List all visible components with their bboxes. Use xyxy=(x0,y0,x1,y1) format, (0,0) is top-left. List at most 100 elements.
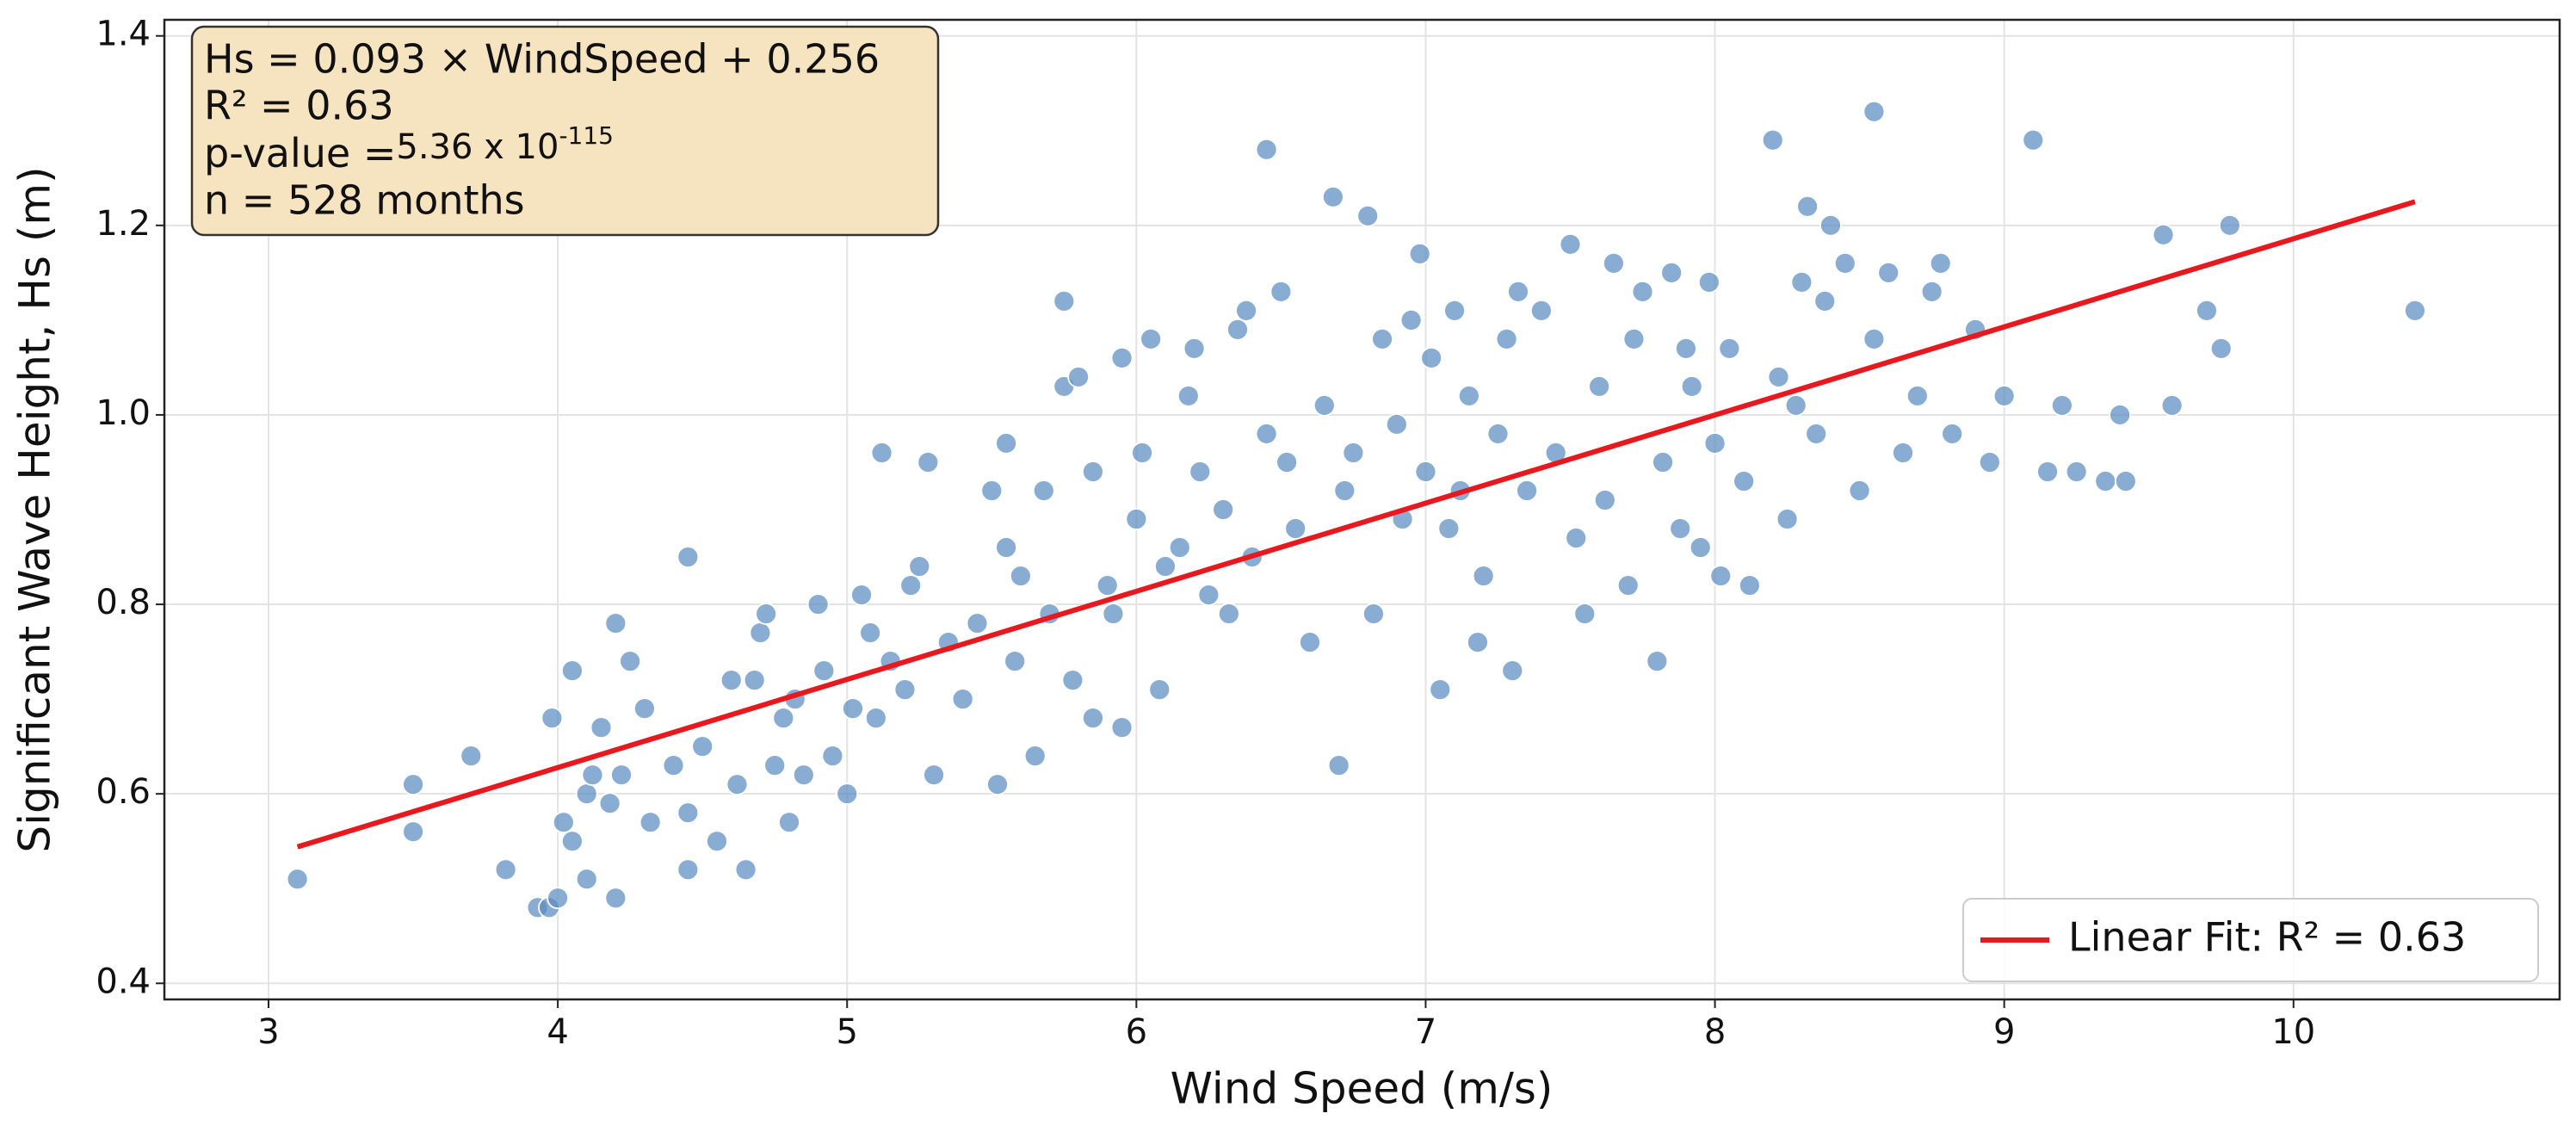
point xyxy=(2065,461,2088,483)
legend-frame xyxy=(1962,898,2539,982)
point xyxy=(1385,413,1408,436)
point xyxy=(1333,479,1356,502)
point xyxy=(1284,517,1307,540)
point xyxy=(1342,442,1365,464)
x-tick-label: 3 xyxy=(257,1012,279,1052)
annotation-line: Hs = 0.093 × WindSpeed + 0.256 xyxy=(204,36,880,83)
point xyxy=(842,697,864,721)
point xyxy=(1420,347,1443,369)
annotation-line: n = 528 months xyxy=(204,177,525,224)
point xyxy=(1217,603,1240,625)
annotation-superscript: -115 xyxy=(559,121,614,150)
point xyxy=(402,773,424,796)
point xyxy=(1516,479,1538,502)
point xyxy=(1023,745,1047,768)
point xyxy=(1689,536,1712,559)
point xyxy=(986,773,1009,796)
point xyxy=(1784,394,1807,417)
point xyxy=(1863,100,1886,123)
point xyxy=(850,584,873,606)
point xyxy=(1362,603,1385,625)
x-tick-label: 8 xyxy=(1704,1012,1726,1052)
point xyxy=(1110,347,1134,369)
point xyxy=(1675,337,1697,360)
point xyxy=(1929,251,1952,275)
point xyxy=(1356,204,1380,227)
point xyxy=(1131,442,1153,464)
point xyxy=(561,659,584,682)
point xyxy=(1559,232,1582,256)
point xyxy=(1709,565,1733,587)
point xyxy=(1226,318,1249,341)
point xyxy=(1776,508,1799,530)
point xyxy=(619,650,642,672)
point xyxy=(1631,280,1654,303)
point xyxy=(581,764,604,787)
point xyxy=(604,887,627,910)
point xyxy=(1906,385,1929,407)
annotation-line: R² = 0.63 xyxy=(204,83,394,129)
plot-frame xyxy=(163,18,2561,1001)
point xyxy=(2404,299,2426,322)
point xyxy=(870,442,893,464)
annotation-line: p-value =5.36 x 10-115 xyxy=(204,121,614,176)
point xyxy=(836,783,859,806)
point xyxy=(1703,432,1727,455)
point xyxy=(1437,517,1461,540)
point xyxy=(1414,461,1437,483)
point xyxy=(1622,327,1646,350)
point xyxy=(1269,280,1293,303)
point xyxy=(1486,423,1510,445)
point xyxy=(590,716,613,739)
point xyxy=(604,612,627,634)
point xyxy=(755,603,778,625)
x-tick-label: 7 xyxy=(1415,1012,1436,1052)
point xyxy=(1096,574,1119,597)
point xyxy=(1321,185,1344,208)
point xyxy=(1718,337,1741,360)
point xyxy=(561,830,584,853)
point xyxy=(1053,289,1076,312)
point xyxy=(2152,223,2175,246)
point xyxy=(1327,754,1350,777)
point xyxy=(1457,385,1480,407)
point xyxy=(598,792,621,815)
point xyxy=(633,697,656,721)
point xyxy=(1125,508,1148,530)
point xyxy=(1408,242,1431,265)
point xyxy=(1733,470,1756,492)
x-tick-label: 9 xyxy=(1993,1012,2015,1052)
point xyxy=(2094,470,2117,492)
point xyxy=(541,707,564,730)
point xyxy=(552,811,575,834)
point xyxy=(1652,451,1674,473)
point xyxy=(763,754,787,777)
point xyxy=(2218,213,2241,237)
point xyxy=(1992,385,2016,407)
point xyxy=(2209,337,2233,360)
point xyxy=(1790,270,1813,294)
annotation-text: 5.36 x 10 xyxy=(396,127,559,167)
point xyxy=(995,536,1017,559)
point xyxy=(1102,603,1125,625)
point xyxy=(575,868,598,891)
point xyxy=(1616,574,1640,597)
point xyxy=(1140,327,1163,350)
point xyxy=(792,764,815,787)
point xyxy=(1529,299,1553,322)
point xyxy=(966,612,989,634)
point xyxy=(1197,584,1220,606)
point xyxy=(1032,479,1055,502)
point xyxy=(1495,327,1518,350)
point xyxy=(1877,261,1900,284)
point xyxy=(676,546,700,568)
point xyxy=(1082,461,1104,483)
point xyxy=(1920,280,1943,303)
point xyxy=(676,858,700,881)
point xyxy=(2196,299,2218,322)
point xyxy=(749,622,772,644)
point xyxy=(1593,489,1616,511)
y-tick-label: 1.0 xyxy=(96,393,151,433)
x-tick-label: 4 xyxy=(547,1012,568,1052)
point xyxy=(1235,299,1257,322)
